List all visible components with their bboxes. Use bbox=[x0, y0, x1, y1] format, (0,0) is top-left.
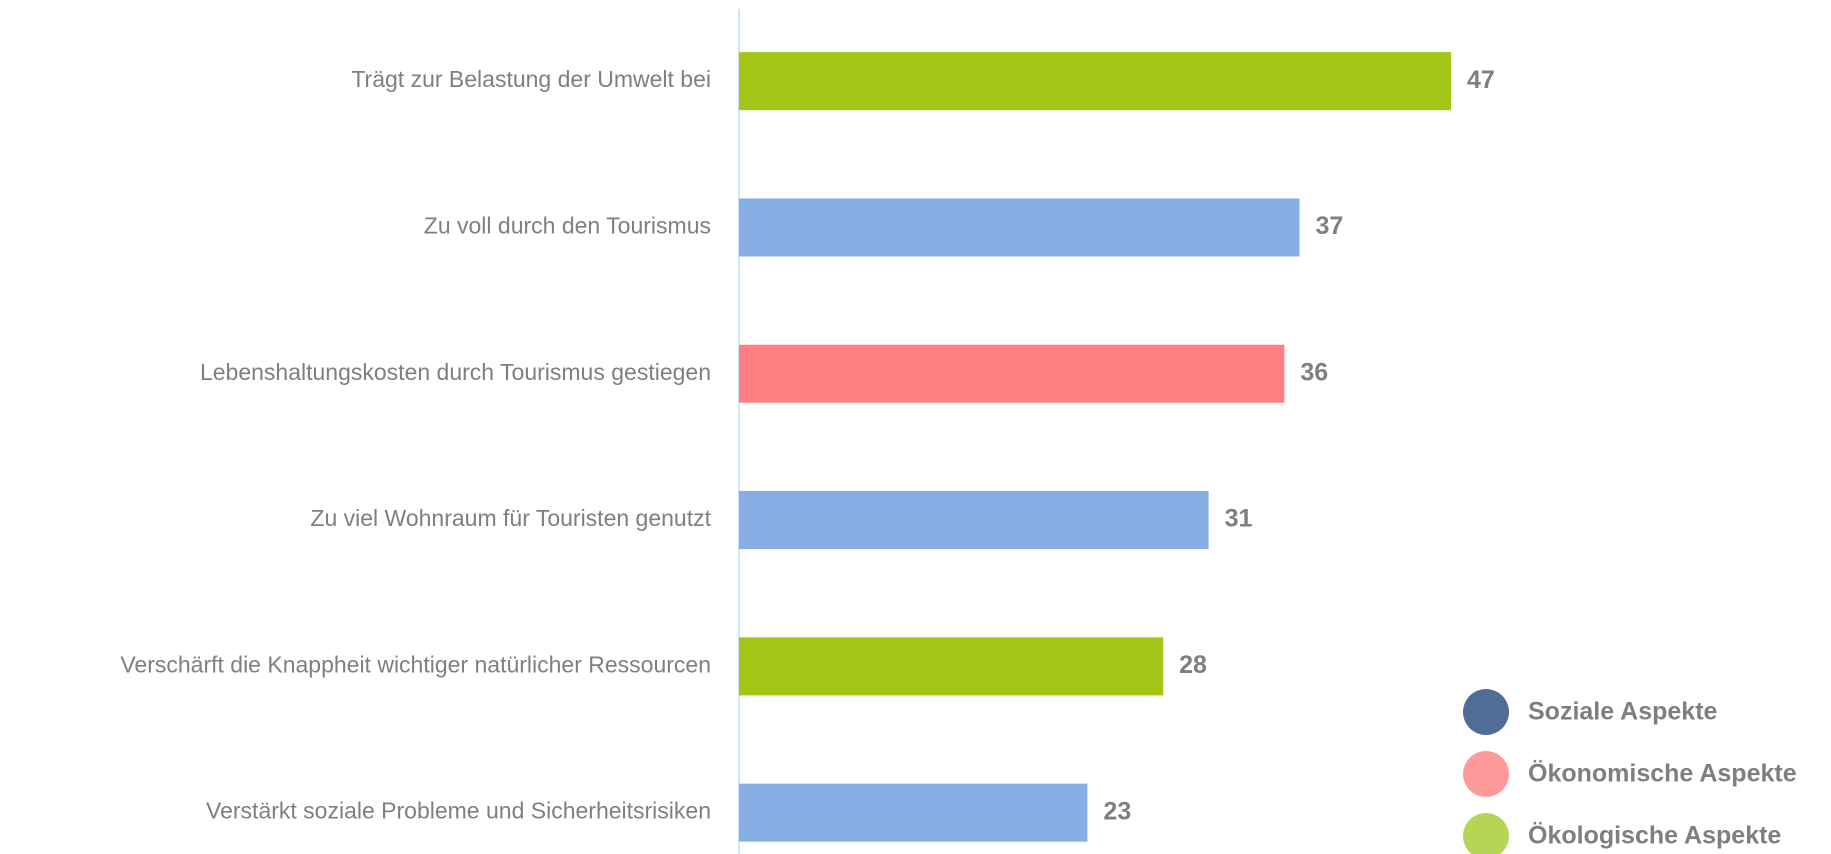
legend-label: Soziale Aspekte bbox=[1528, 698, 1718, 726]
legend-label: Ökonomische Aspekte bbox=[1528, 759, 1797, 788]
bar bbox=[739, 491, 1209, 550]
legend-swatch bbox=[1463, 751, 1509, 797]
category-label: Zu viel Wohnraum für Touristen genutzt bbox=[310, 505, 711, 531]
value-label: 28 bbox=[1179, 651, 1207, 679]
bar bbox=[739, 198, 1300, 257]
bar bbox=[739, 52, 1451, 111]
value-label: 37 bbox=[1316, 212, 1344, 240]
category-label: Verschärft die Knappheit wichtiger natür… bbox=[120, 651, 711, 677]
category-label: Trägt zur Belastung der Umwelt bei bbox=[351, 66, 711, 92]
bar bbox=[739, 783, 1088, 842]
legend-swatch bbox=[1463, 813, 1509, 854]
bar bbox=[739, 344, 1285, 403]
value-label: 47 bbox=[1467, 66, 1495, 94]
value-label: 36 bbox=[1300, 358, 1328, 386]
legend-label: Ökologische Aspekte bbox=[1528, 821, 1781, 850]
bar bbox=[739, 637, 1164, 696]
category-label: Verstärkt soziale Probleme und Sicherhei… bbox=[206, 798, 711, 824]
category-label: Lebenshaltungskosten durch Tourismus ges… bbox=[200, 359, 711, 385]
value-label: 23 bbox=[1103, 797, 1131, 825]
category-label: Zu voll durch den Tourismus bbox=[424, 213, 711, 239]
legend-swatch bbox=[1463, 689, 1509, 735]
value-label: 31 bbox=[1225, 505, 1253, 533]
